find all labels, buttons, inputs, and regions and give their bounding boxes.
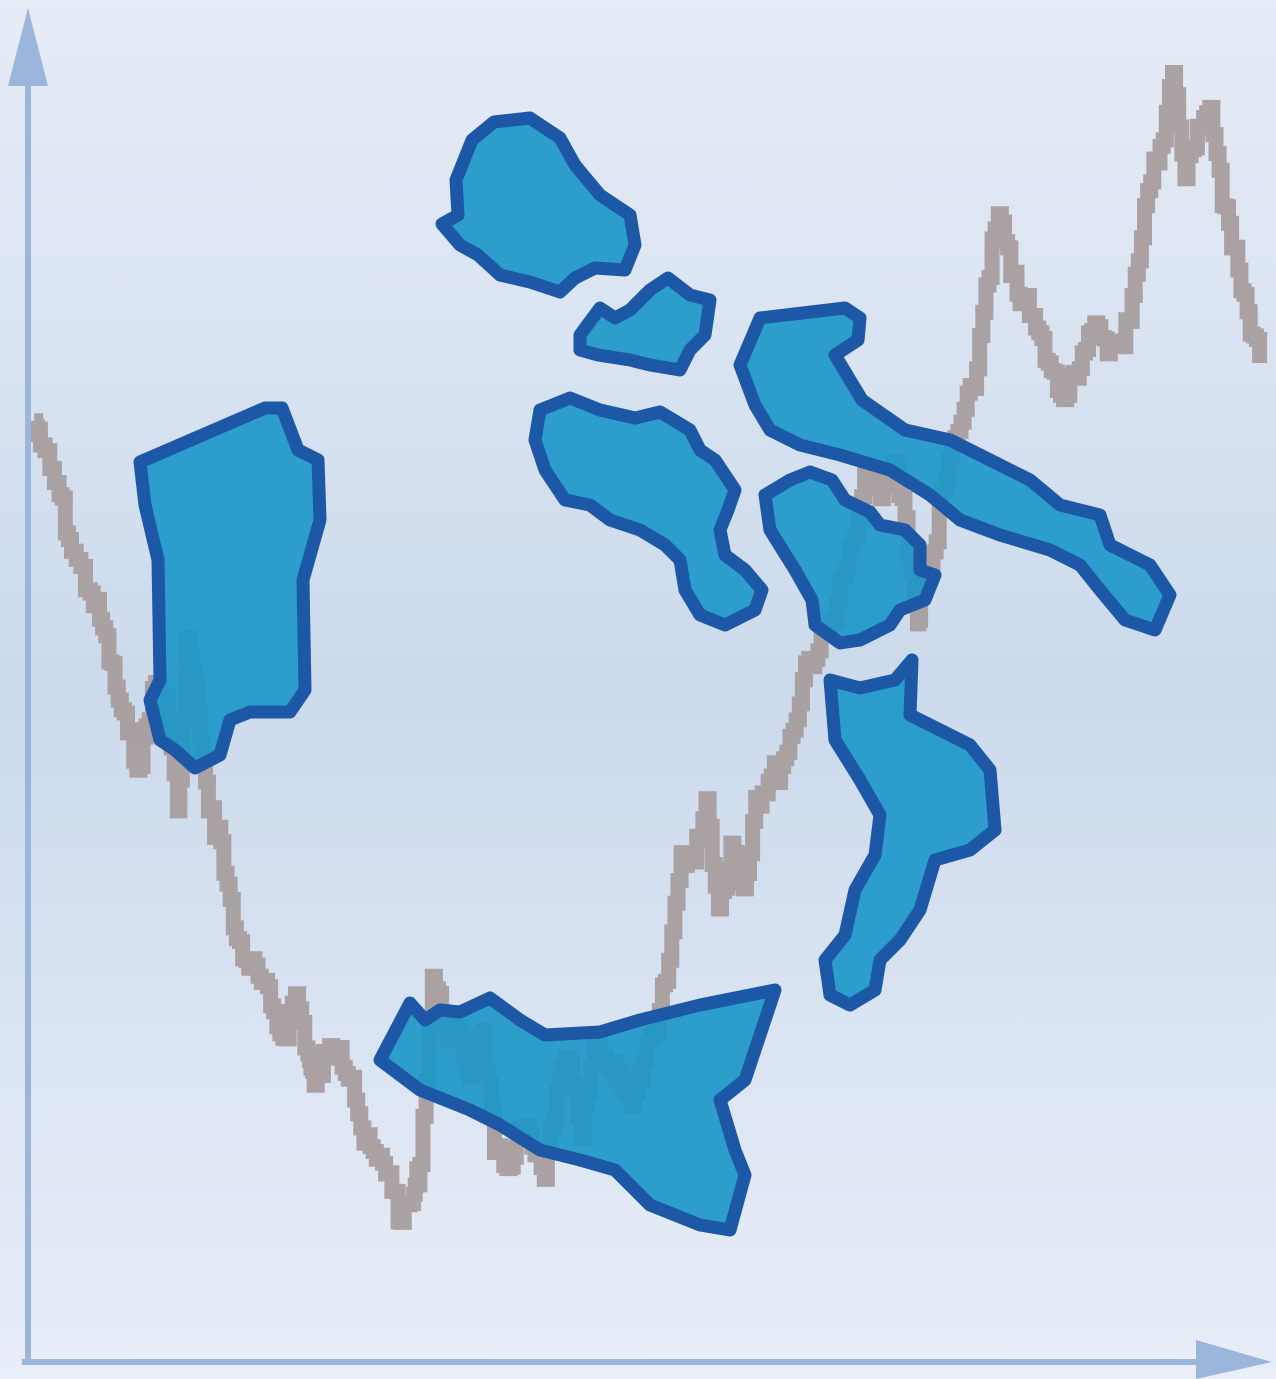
region-tuscany xyxy=(435,111,642,299)
region-umbria xyxy=(573,271,717,377)
region-campania xyxy=(758,465,942,650)
y-axis-arrow-icon xyxy=(8,8,48,86)
region-sardinia xyxy=(133,401,327,775)
region-abruzzo xyxy=(528,391,769,632)
region-lazio xyxy=(733,301,1177,637)
region-calabria xyxy=(818,653,1002,1012)
x-axis-arrow-icon xyxy=(1196,1340,1272,1379)
region-sicily xyxy=(373,983,782,1237)
